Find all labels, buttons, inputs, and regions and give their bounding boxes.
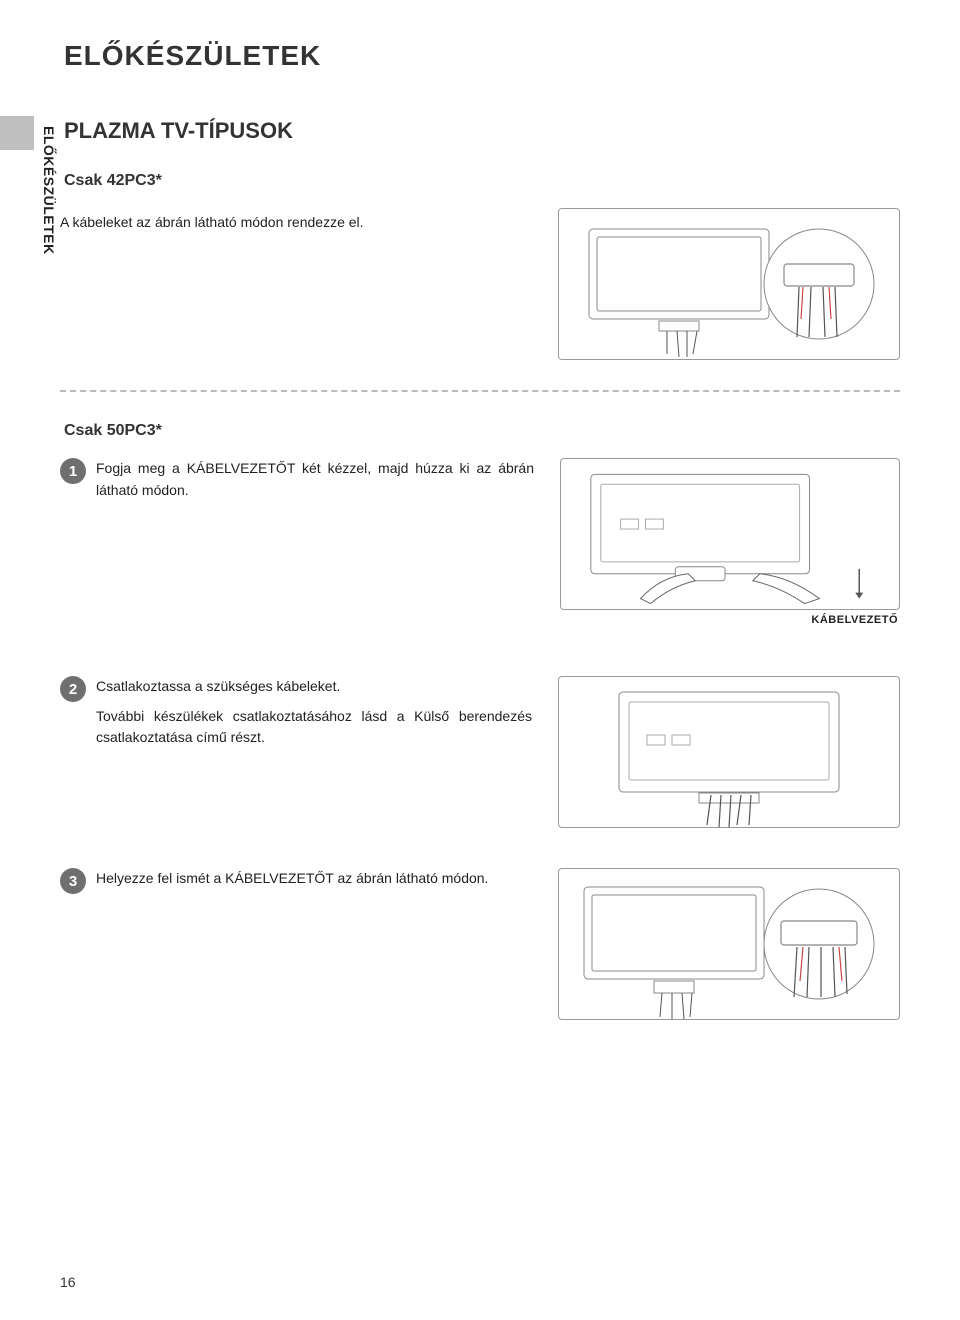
step-2-text: Csatlakoztassa a szükséges kábeleket. To… bbox=[96, 676, 532, 749]
section-title: PLAZMA TV-TÍPUSOK bbox=[60, 118, 900, 144]
step-badge-2: 2 bbox=[60, 676, 86, 702]
subsection-a-heading: Csak 42PC3* bbox=[60, 172, 900, 190]
step-badge-3: 3 bbox=[60, 868, 86, 894]
step-badge-1: 1 bbox=[60, 458, 86, 484]
step-1-text: Fogja meg a KÁBELVEZETŐT két kézzel, maj… bbox=[96, 458, 534, 501]
step-2-line2: További készülékek csatlakoztatásához lá… bbox=[96, 706, 532, 749]
sidebar-label: ELŐKÉSZÜLETEK bbox=[41, 126, 57, 255]
chapter-title: ELŐKÉSZÜLETEK bbox=[60, 40, 900, 72]
subsection-b-heading: Csak 50PC3* bbox=[60, 422, 900, 440]
step-2-line1: Csatlakoztassa a szükséges kábeleket. bbox=[96, 676, 532, 698]
illustration-step2 bbox=[558, 676, 900, 828]
block-a-text: A kábeleket az ábrán látható módon rende… bbox=[60, 208, 528, 233]
illustration-step1 bbox=[560, 458, 900, 610]
illustration-step3 bbox=[558, 868, 900, 1020]
step-3-text: Helyezze fel ismét a KÁBELVEZETŐT az ábr… bbox=[96, 868, 532, 894]
sidebar-tab: ELŐKÉSZÜLETEK bbox=[0, 116, 57, 255]
cable-holder-caption: KÁBELVEZETŐ bbox=[560, 614, 898, 626]
page-number: 16 bbox=[60, 1274, 76, 1290]
illustration-42pc3 bbox=[558, 208, 900, 360]
divider bbox=[60, 390, 900, 392]
tab-marker bbox=[0, 116, 34, 150]
